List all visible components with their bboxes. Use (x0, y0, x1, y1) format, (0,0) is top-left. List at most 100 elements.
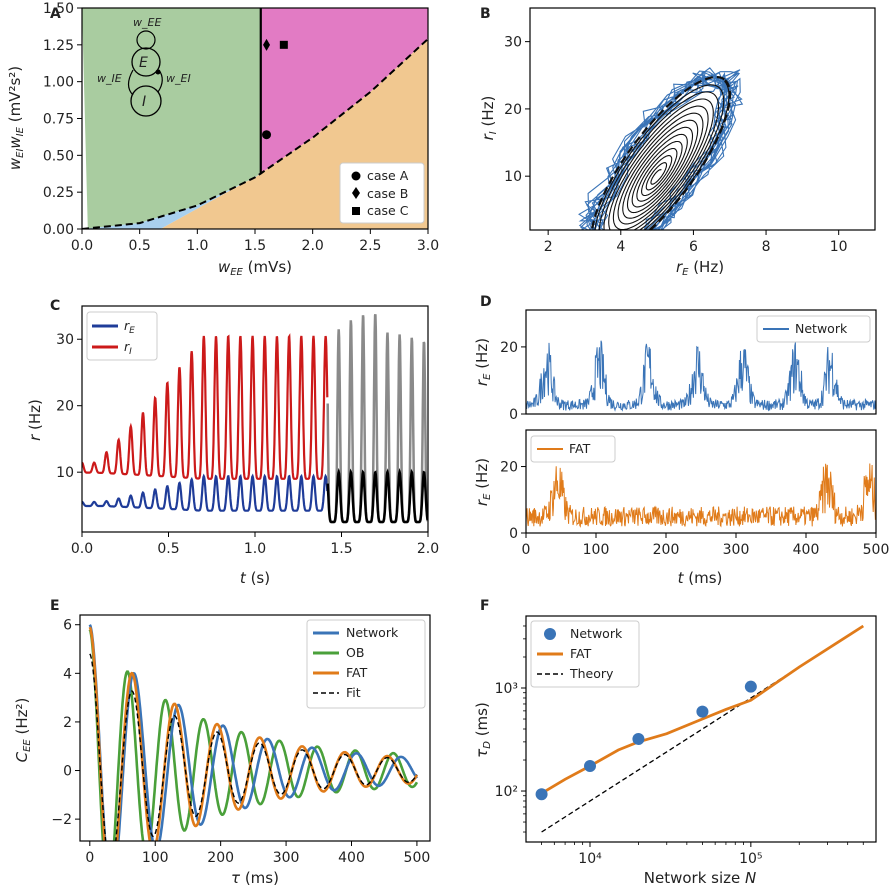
panel-b-xtick-label: 4 (616, 239, 625, 255)
series-r-i (82, 333, 329, 480)
legend-label-network: Network (795, 321, 848, 336)
e-node (131, 47, 161, 77)
panel-a-ytick-label: 1.25 (43, 38, 74, 54)
panel-f-ytick-label: 10² (495, 784, 518, 800)
panel-c-ytick-label: 10 (56, 465, 74, 481)
legend-marker-network (544, 628, 556, 640)
phase-trajectory-noisy (578, 67, 744, 230)
panel-f-ticks: 10⁴ 10⁵ 10² 10³ (495, 625, 864, 867)
panel-letter-d: D (480, 294, 492, 310)
panel-e-xtick-label: 200 (207, 850, 234, 866)
panel-b-xtick-label: 2 (544, 239, 553, 255)
legend-label-case-a: case A (367, 168, 409, 183)
network-point (584, 759, 597, 772)
panel-d-ylabel-top: rE (Hz) (473, 338, 493, 386)
panel-d-top-ytick-label: 20 (500, 340, 518, 356)
case-b-point (263, 38, 271, 51)
panel-c-xtick-label: 0.5 (157, 541, 179, 557)
e-label: E (139, 55, 148, 71)
panel-a-ytick-label: 1.50 (43, 1, 74, 17)
panel-letter-a: A (50, 6, 61, 22)
panel-b-ytick-label: 10 (504, 169, 522, 185)
panel-e-ytick-label: 2 (63, 715, 72, 731)
phase-trajectory-spiral (590, 75, 732, 230)
panel-d-bottom-ytick-label: 20 (500, 460, 518, 476)
panel-a-ylabel: wEIwIE (mV²s²) (6, 66, 26, 170)
panel-e-ytick-label: 6 (63, 618, 72, 634)
region-stable-small (82, 173, 261, 229)
series-network (526, 340, 876, 412)
legend-label-fat: FAT (569, 441, 591, 456)
panel-c-ytick-label: 20 (56, 399, 74, 415)
panel-e-frame (79, 614, 431, 842)
legend-label-case-b: case B (367, 186, 408, 201)
legend-label-theory: Theory (569, 666, 614, 681)
panel-f-xtick-label: 10⁵ (739, 851, 762, 867)
panel-a-xtick-label: 1.0 (186, 238, 208, 254)
i-label: I (142, 94, 146, 110)
legend-marker-case-b (352, 187, 360, 199)
panel-e-ytick-label: 0 (63, 764, 72, 780)
panel-d-xtick-label: 0 (522, 542, 531, 558)
panel-a-xlabel: wEE (mVs) (218, 258, 292, 278)
legend-label-r-e: rE (124, 318, 135, 336)
panel-d-bottom-frame (525, 429, 877, 534)
panel-c-legend: rE rI (86, 311, 158, 361)
legend-box (530, 620, 640, 688)
panel-d-top-frame (525, 309, 877, 415)
wei-terminal (155, 69, 161, 75)
panel-e: E Network OB FAT Fit 0 100 200 300 400 500−20… (13, 598, 431, 887)
network-point (744, 680, 757, 693)
network-point (632, 732, 645, 745)
series-r-e (82, 473, 329, 512)
panel-e-ytick-label: −2 (51, 812, 72, 828)
panel-d-xtick-label: 100 (583, 542, 610, 558)
legend-marker-case-c (352, 207, 360, 215)
panel-f-ytick-label: 10³ (495, 681, 518, 697)
legend-label-fit: Fit (346, 685, 361, 700)
panel-b-xlabel: rE (Hz) (676, 258, 724, 278)
series-fit (89, 653, 418, 841)
panel-e-ylabel: CEE (Hz²) (13, 698, 33, 763)
region-stable-low (82, 8, 261, 229)
region-oscillatory (260, 8, 428, 174)
legend-label-network: Network (570, 626, 623, 641)
noisy-trajectory-line (578, 67, 744, 230)
panel-d-ylabel-bottom: rE (Hz) (473, 458, 493, 506)
panel-c-xtick-label: 2.0 (417, 541, 439, 557)
network-point (535, 788, 548, 801)
panel-c: C rE rI 0.0 0.5 1.0 1.5 2.0 10 20 30 t (s) r (H… (26, 298, 439, 587)
series-fat (526, 463, 876, 528)
panel-c-ylabel: r (Hz) (26, 399, 44, 441)
legend-marker-case-a (351, 171, 361, 181)
legend-box (306, 619, 426, 709)
panel-d-legend-top: Network (756, 315, 871, 343)
network-point (696, 705, 709, 718)
ei-motif-inset: E I w_EE w_IE w_EI (97, 16, 191, 117)
panel-b-xtick-label: 10 (830, 239, 848, 255)
panel-letter-e: E (50, 598, 60, 614)
series-r-e-late (326, 467, 428, 524)
panel-b-ytick-label: 30 (504, 35, 522, 51)
panel-a-ytick-label: 1.00 (43, 75, 74, 91)
panel-a-cases (262, 38, 288, 140)
case-a-point (262, 130, 272, 140)
panel-e-ytick-label: 4 (63, 666, 72, 682)
panel-d-xtick-label: 400 (793, 542, 820, 558)
panel-c-xlabel: t (s) (240, 569, 270, 587)
panel-c-xtick-label: 0.0 (71, 541, 93, 557)
wei-label: w_EI (166, 72, 191, 85)
panel-e-ticks: 0 100 200 300 400 500 −2 0 2 4 6 (51, 618, 430, 866)
panel-b-ytick-label: 20 (504, 102, 522, 118)
panel-e-xlabel: τ (ms) (231, 869, 279, 887)
legend-label-fat: FAT (570, 646, 592, 661)
panel-b-ticks: 2 4 6 8 10 10 20 30 (504, 35, 847, 255)
panel-a-xtick-label: 2.0 (302, 238, 324, 254)
panel-f: F Network FAT Theory 10⁴ 10⁵ 10² 10³ Networ… (473, 598, 877, 887)
panel-b-xtick-label: 8 (762, 239, 771, 255)
panel-c-ticks: 0.0 0.5 1.0 1.5 2.0 10 20 30 (56, 332, 439, 557)
panel-a-legend: case A case B case C (339, 162, 425, 224)
panel-d-xtick-label: 500 (863, 542, 890, 558)
panel-c-xtick-label: 1.0 (244, 541, 266, 557)
